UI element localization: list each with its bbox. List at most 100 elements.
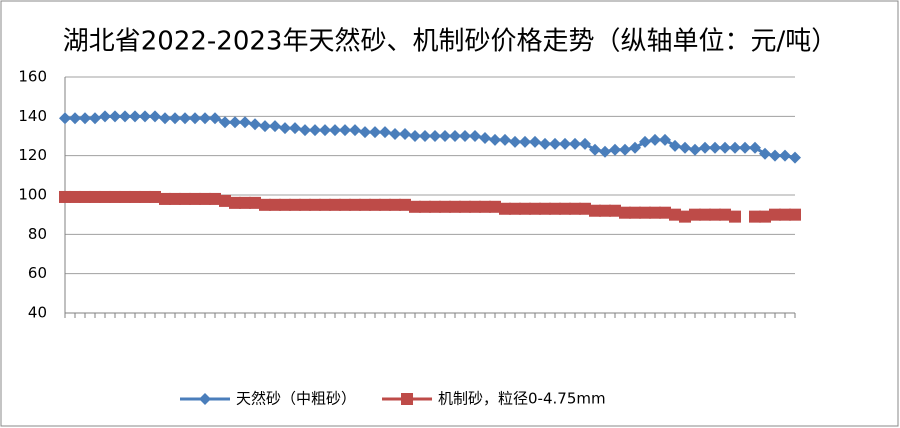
marker <box>99 110 111 123</box>
marker <box>249 118 261 131</box>
marker <box>589 143 601 156</box>
marker <box>409 200 421 213</box>
marker <box>599 145 611 158</box>
legend-label: 机制砂，粒径0-4.75mm <box>438 390 606 408</box>
marker <box>649 206 661 219</box>
marker <box>289 122 301 135</box>
marker <box>529 202 541 215</box>
marker <box>509 135 521 148</box>
marker <box>139 190 151 203</box>
marker <box>679 141 691 154</box>
marker <box>479 200 491 213</box>
marker <box>319 124 331 137</box>
marker <box>759 147 771 160</box>
marker <box>519 202 531 215</box>
marker <box>639 206 651 219</box>
marker <box>179 192 191 205</box>
marker <box>439 130 451 142</box>
marker <box>619 206 631 219</box>
y-tick-label: 40 <box>28 304 47 322</box>
marker <box>219 116 231 129</box>
y-tick-label: 160 <box>18 68 47 86</box>
chart-title: 湖北省2022-2023年天然砂、机制砂价格走势（纵轴单位：元/吨） <box>63 27 837 57</box>
marker <box>199 112 211 125</box>
marker <box>579 137 591 150</box>
marker <box>329 198 341 211</box>
marker <box>109 190 121 203</box>
marker <box>159 112 171 125</box>
marker <box>199 393 211 405</box>
marker <box>279 122 291 135</box>
marker <box>149 190 161 203</box>
marker <box>109 110 121 123</box>
marker <box>369 198 381 211</box>
marker <box>319 198 331 211</box>
marker <box>289 198 301 211</box>
marker <box>339 124 351 137</box>
marker <box>419 130 431 142</box>
marker <box>709 208 721 221</box>
marker <box>729 210 741 223</box>
marker <box>169 192 181 205</box>
marker <box>79 112 91 125</box>
y-tick-label: 120 <box>18 146 47 164</box>
marker <box>179 112 191 125</box>
marker <box>689 143 701 156</box>
marker <box>399 198 411 211</box>
marker <box>549 202 561 215</box>
marker <box>439 200 451 213</box>
marker <box>629 141 641 154</box>
marker <box>89 112 101 125</box>
marker <box>239 196 251 209</box>
marker <box>469 130 481 142</box>
marker <box>779 149 791 162</box>
marker <box>729 141 741 154</box>
marker <box>79 190 91 203</box>
marker <box>579 202 591 215</box>
marker <box>299 198 311 211</box>
marker <box>259 120 271 133</box>
marker <box>489 133 501 146</box>
marker <box>219 194 231 207</box>
marker <box>209 112 221 125</box>
marker <box>349 198 361 211</box>
marker <box>379 198 391 211</box>
marker <box>669 139 681 152</box>
marker <box>409 130 421 142</box>
marker <box>789 208 801 221</box>
marker <box>129 110 141 123</box>
marker <box>59 112 71 125</box>
legend-label: 天然砂（中粗砂） <box>236 390 356 408</box>
marker <box>649 133 661 146</box>
marker <box>139 110 151 123</box>
marker <box>749 141 761 154</box>
marker <box>449 200 461 213</box>
marker <box>669 208 681 221</box>
marker <box>539 137 551 150</box>
marker <box>569 137 581 150</box>
y-tick-label: 100 <box>18 186 47 204</box>
marker <box>119 190 131 203</box>
marker <box>769 208 781 221</box>
marker <box>269 120 281 133</box>
marker <box>559 202 571 215</box>
marker <box>399 128 411 141</box>
marker <box>779 208 791 221</box>
marker <box>389 198 401 211</box>
marker <box>379 126 391 139</box>
marker <box>709 141 721 154</box>
marker <box>309 124 321 137</box>
marker <box>499 202 511 215</box>
marker <box>199 192 211 205</box>
marker <box>759 210 771 223</box>
marker <box>419 200 431 213</box>
marker <box>349 124 361 137</box>
marker <box>739 141 751 154</box>
marker <box>169 112 181 125</box>
marker <box>509 202 521 215</box>
marker <box>209 192 221 205</box>
marker <box>599 204 611 217</box>
marker <box>329 124 341 137</box>
